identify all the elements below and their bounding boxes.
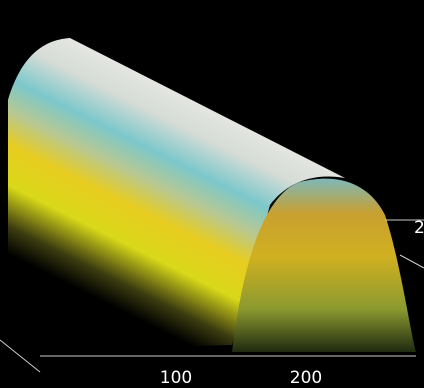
x-tick-label: 100: [160, 368, 192, 388]
axis-line: [399, 254, 424, 269]
axis-line: [0, 339, 41, 373]
ridge-end: [232, 178, 416, 352]
x-tick-label: 200: [290, 368, 322, 388]
side-tick-label: 2: [414, 218, 424, 238]
ridge-body: [8, 38, 345, 350]
